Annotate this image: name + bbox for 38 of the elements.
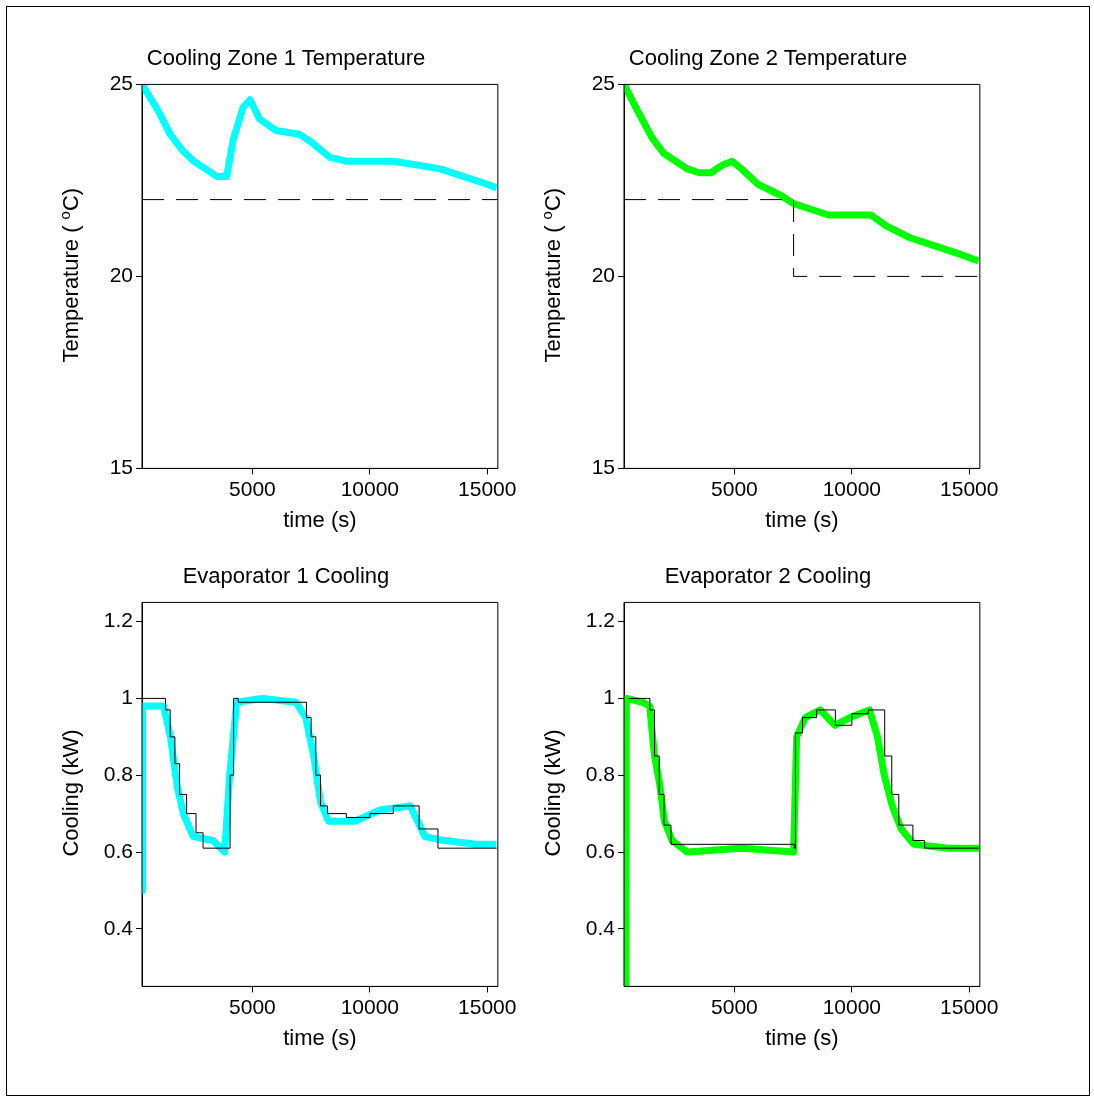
y-tick-label: 15: [109, 455, 133, 479]
x-tick-label: 10000: [340, 994, 400, 1018]
chart-title: Cooling Zone 2 Temperature: [628, 45, 908, 71]
x-axis-title: time (s): [765, 506, 839, 532]
y-tick-label: 1.2: [103, 608, 133, 632]
chart-title: Evaporator 1 Cooling: [182, 563, 390, 589]
y-tick-label: 0.4: [103, 915, 134, 939]
x-tick-label: 5000: [711, 994, 758, 1018]
x-tick-label: 10000: [822, 476, 882, 500]
x-tick-label: 10000: [340, 476, 400, 500]
chart-title: Cooling Zone 1 Temperature: [146, 45, 426, 71]
y-tick-label: 1: [603, 685, 615, 709]
x-axis-title: time (s): [283, 506, 357, 532]
y-tick-label: 25: [109, 71, 133, 95]
y-tick-label: 1: [121, 685, 133, 709]
x-axis-title: time (s): [765, 1024, 839, 1050]
x-tick-label: 15000: [458, 476, 517, 500]
x-tick-label: 5000: [711, 476, 758, 500]
y-tick-label: 20: [591, 263, 615, 287]
y-tick-label: 0.4: [585, 915, 616, 939]
y-tick-label: 20: [109, 263, 133, 287]
x-axis-title: time (s): [283, 1024, 357, 1050]
y-tick-label: 0.6: [103, 838, 133, 862]
x-tick-label: 15000: [458, 994, 517, 1018]
x-tick-label: 15000: [940, 994, 999, 1018]
y-axis-title: Cooling (kW): [539, 729, 566, 857]
x-tick-label: 15000: [940, 476, 999, 500]
x-tick-label: 5000: [229, 994, 276, 1018]
y-axis-title: Cooling (kW): [57, 729, 84, 857]
x-tick-label: 10000: [822, 994, 882, 1018]
x-tick-label: 5000: [229, 476, 276, 500]
y-tick-label: 15: [591, 455, 615, 479]
y-tick-label: 1.2: [585, 608, 615, 632]
chart-title: Evaporator 2 Cooling: [664, 563, 872, 589]
y-tick-label: 0.8: [103, 762, 133, 785]
y-tick-label: 25: [591, 71, 615, 95]
y-tick-label: 0.8: [585, 762, 615, 785]
y-tick-label: 0.6: [585, 838, 615, 862]
